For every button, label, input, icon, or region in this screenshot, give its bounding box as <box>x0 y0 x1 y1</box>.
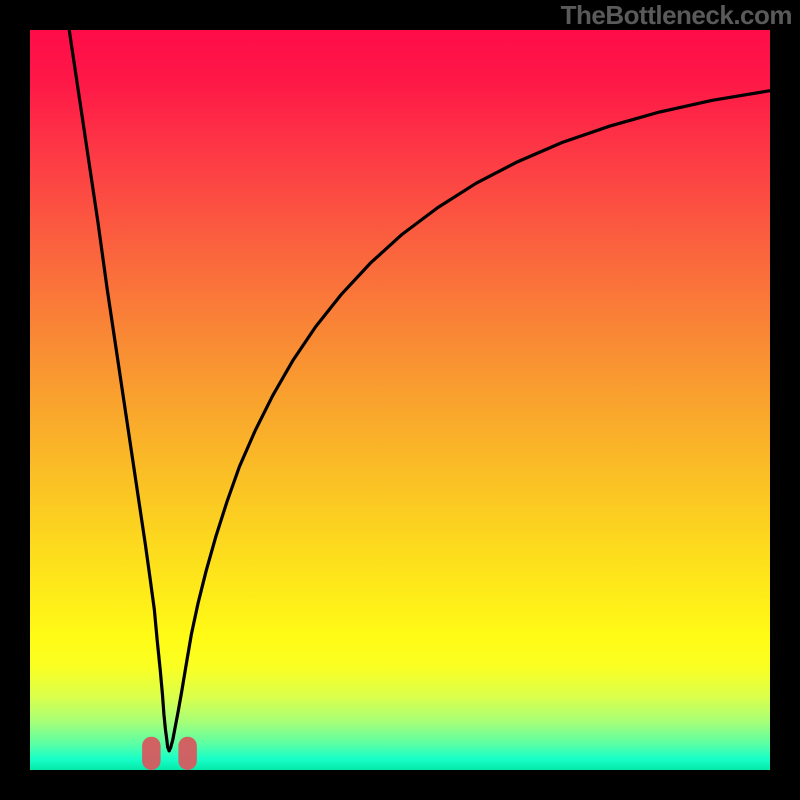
marker-capsule-0 <box>142 737 161 770</box>
bottleneck-chart <box>0 0 800 800</box>
plot-background <box>30 30 770 770</box>
chart-container: TheBottleneck.com <box>0 0 800 800</box>
marker-capsule-1 <box>178 737 197 770</box>
